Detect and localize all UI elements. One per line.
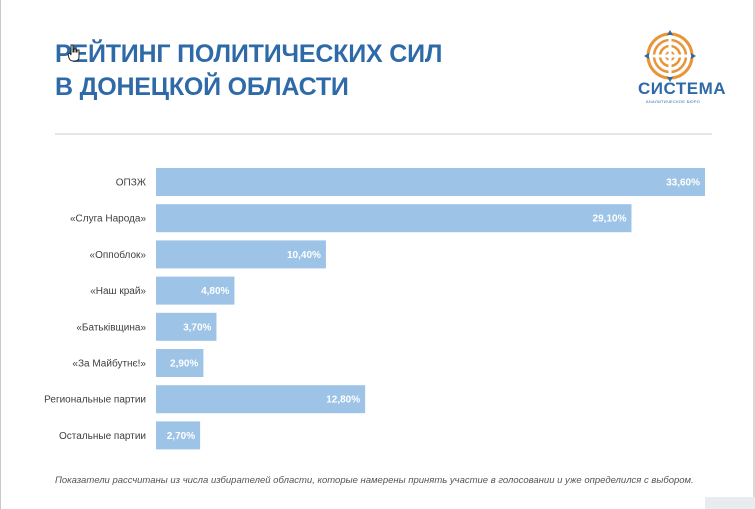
frame-left-border <box>0 0 1 509</box>
bar-2 <box>156 240 326 269</box>
footnote: Показатели рассчитаны из числа избирател… <box>55 475 694 486</box>
category-label-3: «Наш край» <box>90 286 146 297</box>
bar-4 <box>156 312 217 341</box>
category-label-6: Региональные партии <box>44 395 146 406</box>
category-label-4: «Батьківщина» <box>76 322 146 333</box>
bottom-strip <box>705 497 755 509</box>
data-label-0: 33,60% <box>666 178 700 189</box>
category-label-2: «Оппоблок» <box>90 249 147 261</box>
frame-right-border <box>753 0 755 509</box>
hand-cursor-icon <box>67 44 80 62</box>
category-label-0: ОПЗЖ <box>116 178 147 189</box>
data-label-1: 29,10% <box>593 214 627 225</box>
title-line-1: РЕЙТИНГ ПОЛИТИЧЕСКИХ СИЛ <box>55 40 443 68</box>
data-label-2: 10,40% <box>287 250 321 261</box>
title-divider <box>55 133 712 135</box>
data-label-3: 4,80% <box>201 286 229 297</box>
bar-7 <box>156 421 201 450</box>
sistema-logo-icon <box>644 30 696 82</box>
category-label-7: Остальные партии <box>59 431 146 442</box>
bar-1 <box>156 204 632 233</box>
bar-3 <box>156 276 235 305</box>
category-label-1: «Слуга Народа» <box>70 214 146 225</box>
page-title: РЕЙТИНГ ПОЛИТИЧЕСКИХ СИЛ В ДОНЕЦКОЙ ОБЛА… <box>55 38 442 104</box>
data-label-6: 12,80% <box>326 395 360 406</box>
logo-wordmark: СИСТЕМА <box>638 79 727 98</box>
data-label-4: 3,70% <box>183 322 211 333</box>
bar-5 <box>156 349 204 377</box>
logo-subtitle: АНАЛИТИЧЕСКОЕ БЮРО <box>645 99 701 104</box>
data-label-5: 2,90% <box>170 359 198 370</box>
data-label-7: 2,70% <box>167 431 195 442</box>
bar-0 <box>156 168 705 196</box>
category-label-5: «За Майбутнє!» <box>72 358 146 370</box>
title-line-2: В ДОНЕЦКОЙ ОБЛАСТИ <box>55 73 349 101</box>
bar-6 <box>156 385 366 414</box>
